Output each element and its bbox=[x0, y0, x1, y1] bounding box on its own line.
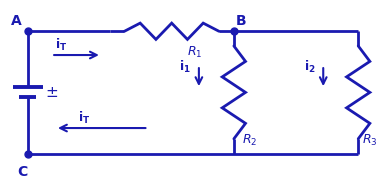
Text: $\mathbf{i_2}$: $\mathbf{i_2}$ bbox=[304, 58, 316, 75]
Text: $R_1$: $R_1$ bbox=[187, 45, 203, 60]
Text: $\mathbf{i_1}$: $\mathbf{i_1}$ bbox=[179, 58, 191, 75]
Text: $\pm$: $\pm$ bbox=[45, 85, 58, 100]
Text: $R_3$: $R_3$ bbox=[362, 133, 378, 148]
Text: C: C bbox=[17, 165, 27, 179]
Text: A: A bbox=[11, 14, 22, 28]
Text: $R_2$: $R_2$ bbox=[242, 133, 257, 148]
Text: $\mathbf{i_T}$: $\mathbf{i_T}$ bbox=[55, 37, 67, 53]
Text: $\mathbf{i_T}$: $\mathbf{i_T}$ bbox=[78, 110, 91, 126]
Text: B: B bbox=[236, 14, 246, 28]
